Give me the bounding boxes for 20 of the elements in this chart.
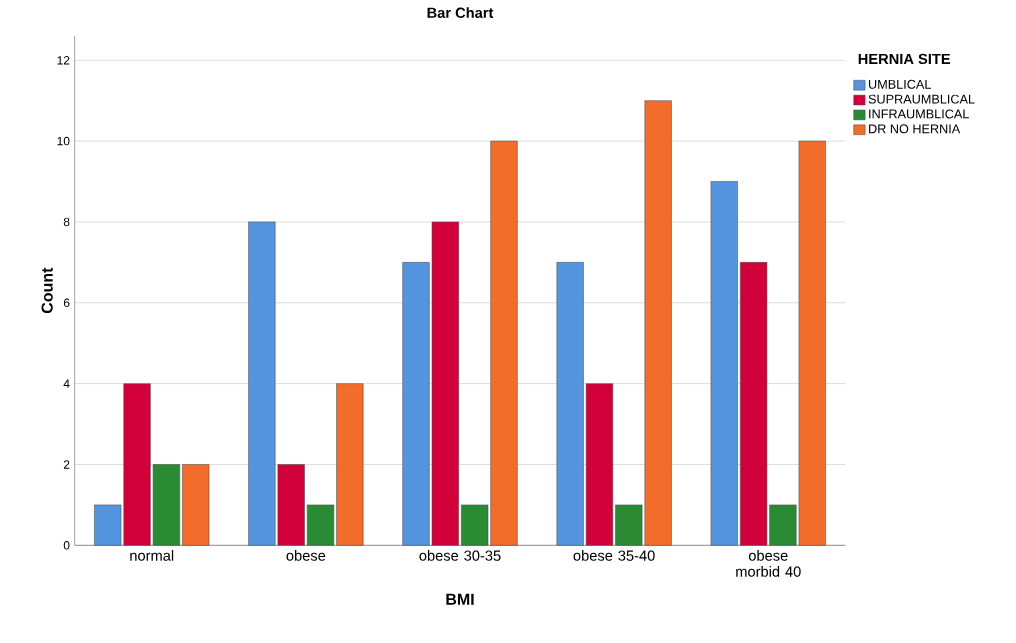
chart-title: Bar Chart [427, 7, 494, 19]
x-tick-label: obese 30-35 [419, 550, 501, 561]
y-tick-label: 12 [57, 56, 70, 65]
x-tick-label: obese 35-40 [573, 550, 655, 561]
y-tick-label: 0 [63, 541, 70, 550]
x-axis-title: BMI [446, 594, 474, 605]
y-tick-label: 2 [63, 460, 70, 469]
x-tick-label: obese [286, 550, 326, 561]
legend-label: INFRAUMBLICAL [869, 109, 969, 119]
x-tick-label: obese morbid 40 [736, 550, 801, 577]
legend-label: SUPRAUMBLICAL [868, 94, 975, 104]
y-tick-label: 10 [57, 137, 70, 146]
legend-title: HERNIA SITE [858, 53, 951, 65]
y-tick-label: 6 [63, 298, 70, 308]
y-tick-label: 4 [63, 379, 70, 388]
legend-label: UMBLICAL [869, 79, 931, 89]
x-tick-label: normal [130, 550, 174, 561]
legend-label: DR NO HERNIA [869, 124, 961, 134]
y-tick-label: 8 [63, 217, 70, 227]
y-axis-title: Count [41, 267, 53, 314]
